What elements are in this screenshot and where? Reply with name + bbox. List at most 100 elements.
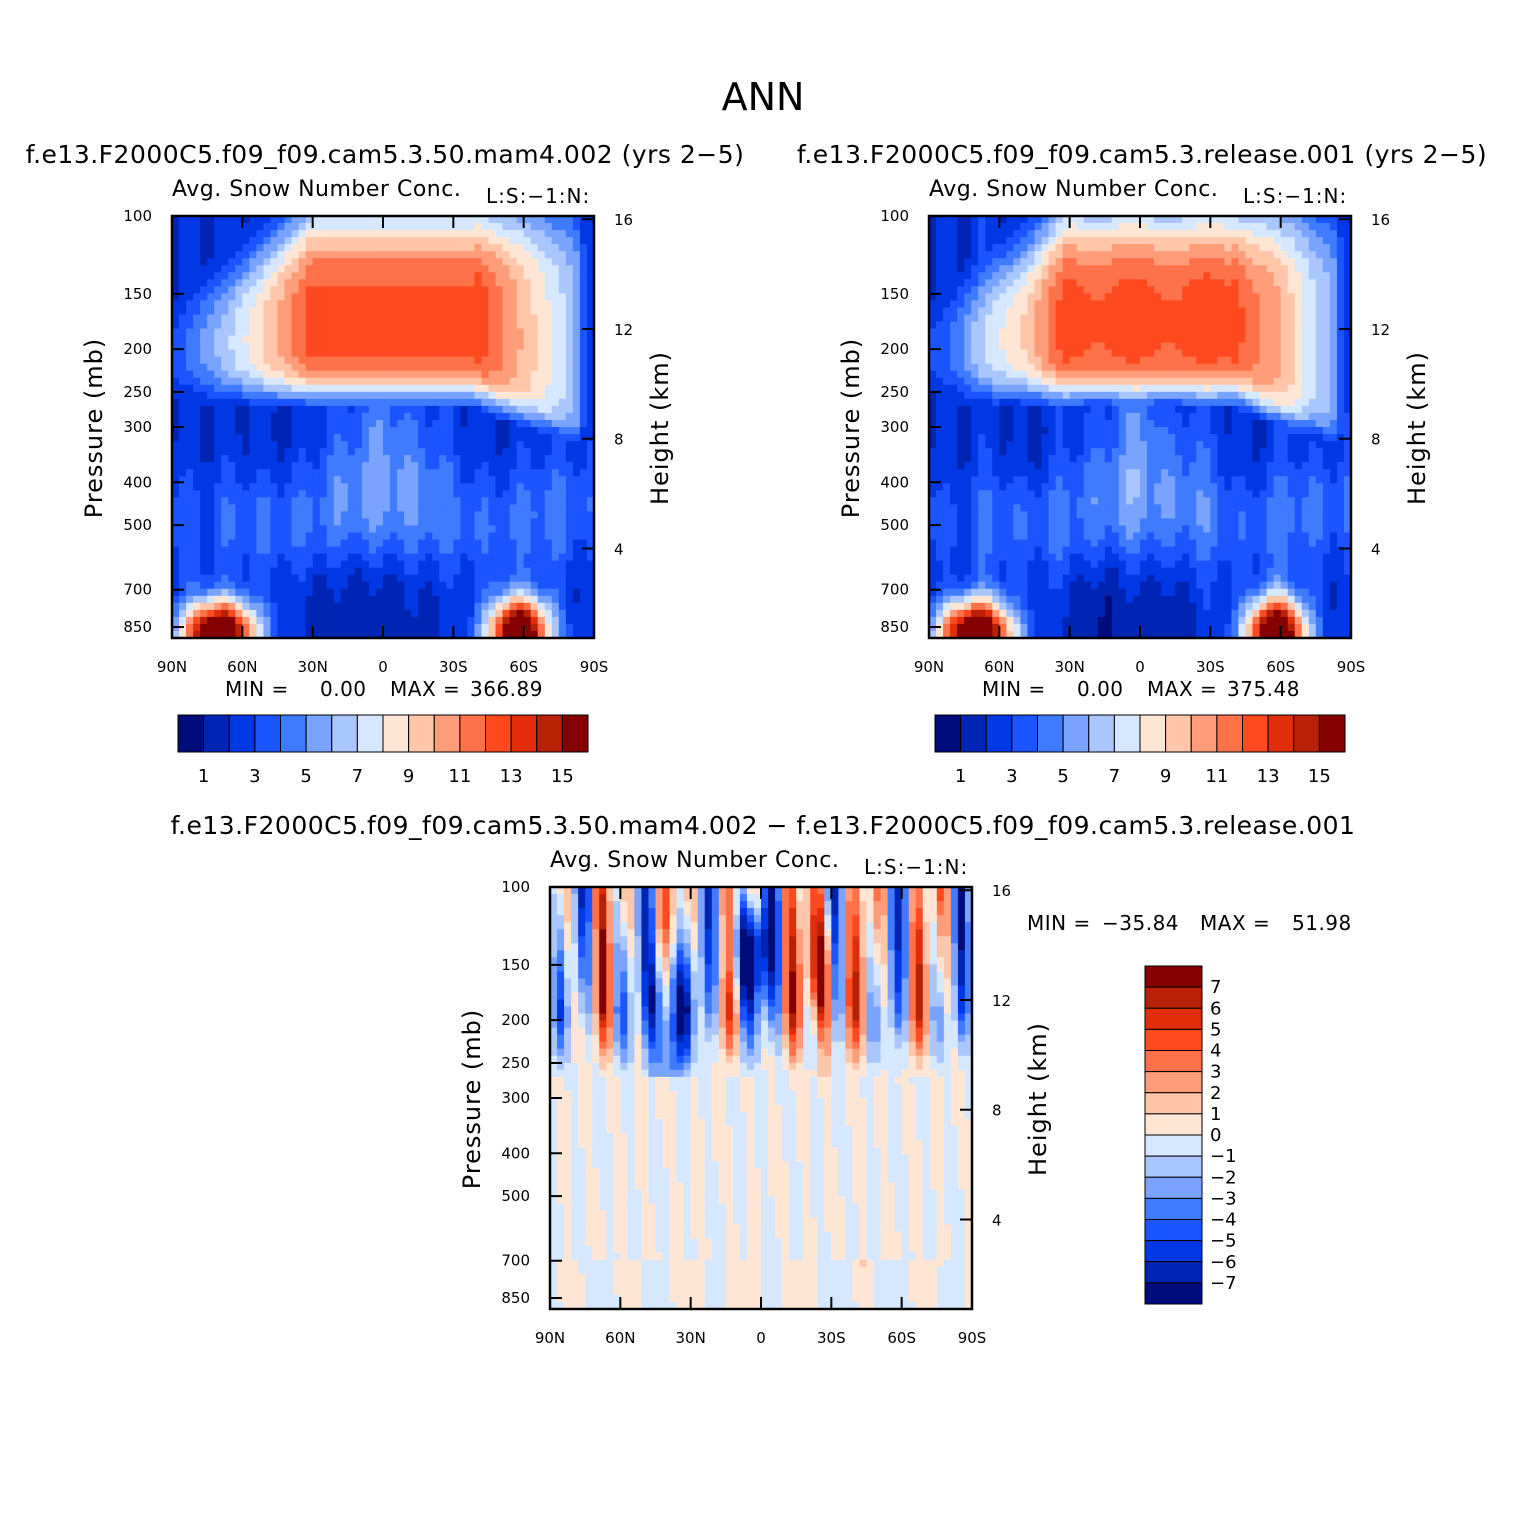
panel2-cell	[1196, 272, 1204, 280]
panel1-cell	[228, 588, 236, 597]
panel1-cell	[368, 398, 377, 407]
panel1-cell	[551, 539, 560, 548]
panel1-cell	[467, 581, 476, 590]
panel1-cell	[579, 300, 588, 309]
panel2-cell	[929, 244, 937, 252]
panel2-cell	[943, 293, 951, 301]
panel1-cell	[432, 574, 440, 583]
panel2-cell	[957, 328, 965, 337]
panel2-cell	[1140, 237, 1148, 245]
panel1-cell	[544, 342, 553, 351]
panel1-cell	[186, 511, 194, 520]
panel1-cell	[502, 307, 511, 316]
panel2-cell	[1048, 237, 1057, 245]
panel1-cell	[347, 518, 356, 527]
panel1-cell	[277, 588, 286, 597]
panel2-cell	[985, 335, 993, 344]
panel2-cell	[1245, 293, 1254, 301]
panel2-cell	[1287, 314, 1296, 323]
panel2-cell	[1329, 342, 1338, 351]
panel1-cell	[474, 356, 483, 365]
panel2-cell	[1336, 300, 1345, 309]
panel1-cell	[551, 476, 560, 484]
panel1-cell	[340, 497, 349, 505]
panel1-cell	[572, 532, 581, 541]
panel1-cell	[207, 616, 215, 625]
panel1-cell	[263, 525, 272, 534]
panel1-cell	[558, 602, 567, 611]
panel1-cell	[186, 574, 194, 583]
panel2-cell	[1006, 272, 1014, 280]
panel1-cell	[298, 237, 307, 245]
panel1-cell	[481, 244, 490, 252]
panel1-cell	[572, 602, 581, 611]
panel2-cell	[1083, 300, 1092, 309]
panel2-cell	[1147, 230, 1155, 238]
panel1-cell	[572, 314, 581, 323]
panel1-cell	[572, 230, 581, 238]
panel1-cell	[544, 511, 553, 520]
panel1-cell	[383, 532, 391, 541]
panel2-cell	[1266, 335, 1275, 344]
panel1-cell	[214, 539, 222, 548]
panel1-cell	[460, 405, 468, 414]
panel1-cell	[172, 511, 180, 520]
panel2-cell	[1062, 307, 1071, 316]
panel1-cell	[439, 251, 447, 259]
panel1-cell	[263, 462, 272, 470]
panel1-cell	[333, 588, 342, 597]
panel2-cell	[1203, 328, 1211, 337]
panel1-cell	[460, 230, 468, 238]
panel2-cell	[1161, 307, 1169, 316]
panel2-cell	[1076, 258, 1085, 266]
panel2-cell	[1217, 251, 1225, 259]
panel2-cell	[1224, 300, 1233, 309]
panel1-cell	[495, 441, 504, 449]
panel1-cell	[305, 314, 314, 323]
panel1-cell	[207, 342, 215, 351]
panel2-cell	[1020, 265, 1029, 273]
panel1-cell	[375, 384, 384, 393]
panel2-cell	[1210, 251, 1218, 259]
panel1-cell	[319, 553, 328, 562]
panel2-cell	[1280, 307, 1289, 316]
panel1-cell	[411, 363, 419, 372]
panel1-cell	[509, 574, 518, 583]
panel1-cell	[544, 384, 553, 393]
panel1-cell	[214, 448, 222, 456]
panel1-cell	[404, 272, 412, 280]
panel1-cell	[509, 356, 518, 365]
panel1-cell	[277, 553, 286, 562]
panel1-cell	[305, 497, 314, 505]
panel2-cell	[1280, 286, 1289, 294]
panel1-cell	[467, 539, 476, 548]
panel1-cell	[319, 314, 328, 323]
panel1-cell	[200, 609, 208, 618]
panel1-cell	[509, 560, 518, 569]
panel1-cell	[368, 532, 377, 541]
panel1-cell	[467, 223, 476, 231]
panel1-cell	[383, 476, 391, 484]
panel1-cell	[361, 588, 370, 597]
panel2-cell	[1196, 321, 1204, 330]
panel1-cell	[228, 258, 236, 266]
panel1-cell	[284, 602, 293, 611]
panel2-cell	[992, 307, 1000, 316]
panel1-cell	[368, 363, 377, 372]
panel1-cell	[411, 328, 419, 337]
panel1-cell	[305, 405, 314, 414]
panel1-ytick-label: 150	[123, 285, 152, 303]
panel2-cell	[971, 286, 979, 294]
panel1-cell	[242, 553, 250, 562]
panel1-cell	[502, 384, 511, 393]
panel1-cell	[228, 595, 236, 604]
panel1-cell	[460, 349, 468, 358]
panel1-cell	[277, 539, 286, 548]
panel1-cell	[333, 244, 342, 252]
panel1-cell	[228, 511, 236, 520]
panel1-cell	[397, 244, 405, 252]
panel2-cell	[1076, 363, 1085, 372]
panel1-cell	[530, 511, 539, 520]
panel1-cell	[397, 279, 405, 287]
panel1-cell	[530, 223, 539, 231]
